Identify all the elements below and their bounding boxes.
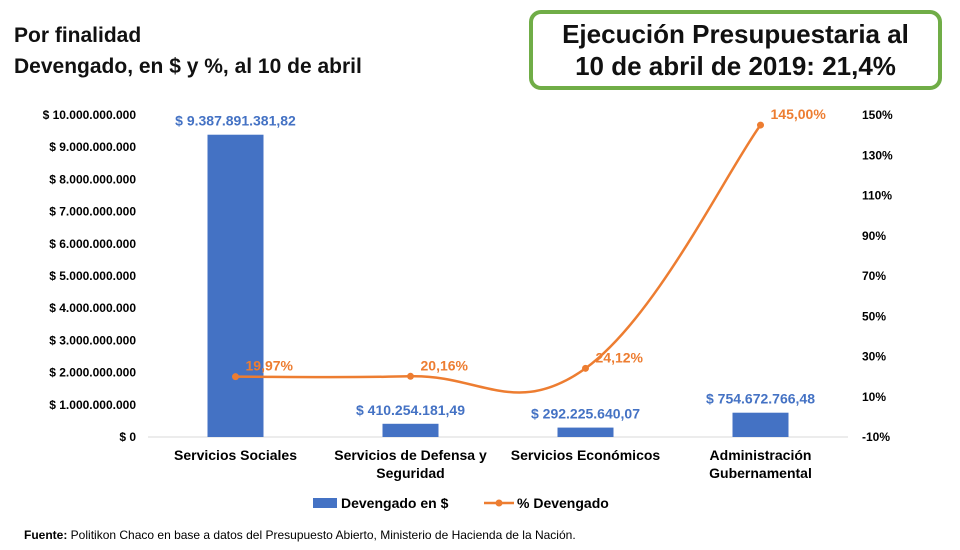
right-tick-label: 30% [862,350,886,364]
left-tick-label: $ 4.000.000.000 [49,301,136,315]
left-tick-label: $ 5.000.000.000 [49,269,136,283]
source-label: Fuente: [24,528,68,542]
badge-line-1: Ejecución Presupuestaria al [562,19,909,49]
left-tick-label: $ 10.000.000.000 [43,108,137,122]
category-label: Gubernamental [709,465,812,481]
right-axis: -10% 10% 30% 50% 70% 90% 110% 130% 150% [862,108,893,444]
right-tick-label: -10% [862,430,890,444]
category-label: Servicios Económicos [511,447,661,463]
line-point [232,373,239,381]
bar [207,134,264,437]
bar-data-label: $ 292.225.640,07 [531,406,640,422]
category-labels: Servicios Sociales Servicios de Defensa y… [174,447,812,481]
left-tick-label: $ 3.000.000.000 [49,333,136,347]
left-axis: $ 0 $ 1.000.000.000 $ 2.000.000.000 $ 3.000… [43,108,137,444]
category-label: Servicios de Defensa y [334,447,487,463]
right-tick-label: 110% [862,189,892,203]
right-tick-label: 70% [862,269,886,283]
line-data-label: 145,00% [771,106,827,122]
bar-data-label: $ 9.387.891.381,82 [175,113,296,129]
percent-line [235,124,762,394]
line-point [582,364,589,372]
right-tick-label: 50% [862,309,886,323]
source-text: Politikon Chaco en base a datos del Pres… [67,528,576,542]
bar-series: $ 9.387.891.381,82 $ 410.254.181,49 $ 292.… [148,113,848,438]
line-point [407,372,414,380]
bar-data-label: $ 754.672.766,48 [706,391,815,407]
left-tick-label: $ 9.000.000.000 [49,140,136,154]
right-tick-label: 130% [862,148,893,162]
right-tick-label: 150% [862,108,893,122]
category-label: Administración [710,447,812,463]
legend-label-line: % Devengado [517,495,609,511]
line-data-label: 20,16% [421,357,469,373]
line-data-label: 24,12% [596,349,644,365]
bar [382,423,439,437]
line-series: 19,97% 20,16% 24,12% 145,00% [232,106,827,394]
legend: Devengado en $ % Devengado [313,495,609,511]
left-tick-label: $ 2.000.000.000 [49,366,136,380]
legend-swatch-bar [313,498,337,508]
bar [557,427,614,437]
right-tick-label: 90% [862,229,886,243]
bar [732,412,789,437]
left-tick-label: $ 1.000.000.000 [49,398,136,412]
line-point [757,121,764,129]
badge-line-2: 10 de abril de 2019: 21,4% [575,51,896,81]
legend-swatch-marker [495,499,503,507]
category-label: Servicios Sociales [174,447,297,463]
category-label: Seguridad [376,465,444,481]
title-line-2: Devengado, en $ y %, al 10 de abril [14,55,362,78]
title-line-1: Por finalidad [14,24,142,47]
left-tick-label: $ 8.000.000.000 [49,172,136,186]
right-tick-label: 10% [862,390,886,404]
chart-title: Por finalidad Devengado, en $ y %, al 10… [14,20,362,82]
execution-badge: Ejecución Presupuestaria al 10 de abril … [529,10,942,90]
bar-data-label: $ 410.254.181,49 [356,402,465,418]
left-tick-label: $ 6.000.000.000 [49,237,136,251]
left-tick-label: $ 0 [119,430,136,444]
line-data-label: 19,97% [246,358,294,374]
source-note: Fuente: Politikon Chaco en base a datos … [24,528,576,542]
left-tick-label: $ 7.000.000.000 [49,205,136,219]
legend-label-bar: Devengado en $ [341,495,449,511]
